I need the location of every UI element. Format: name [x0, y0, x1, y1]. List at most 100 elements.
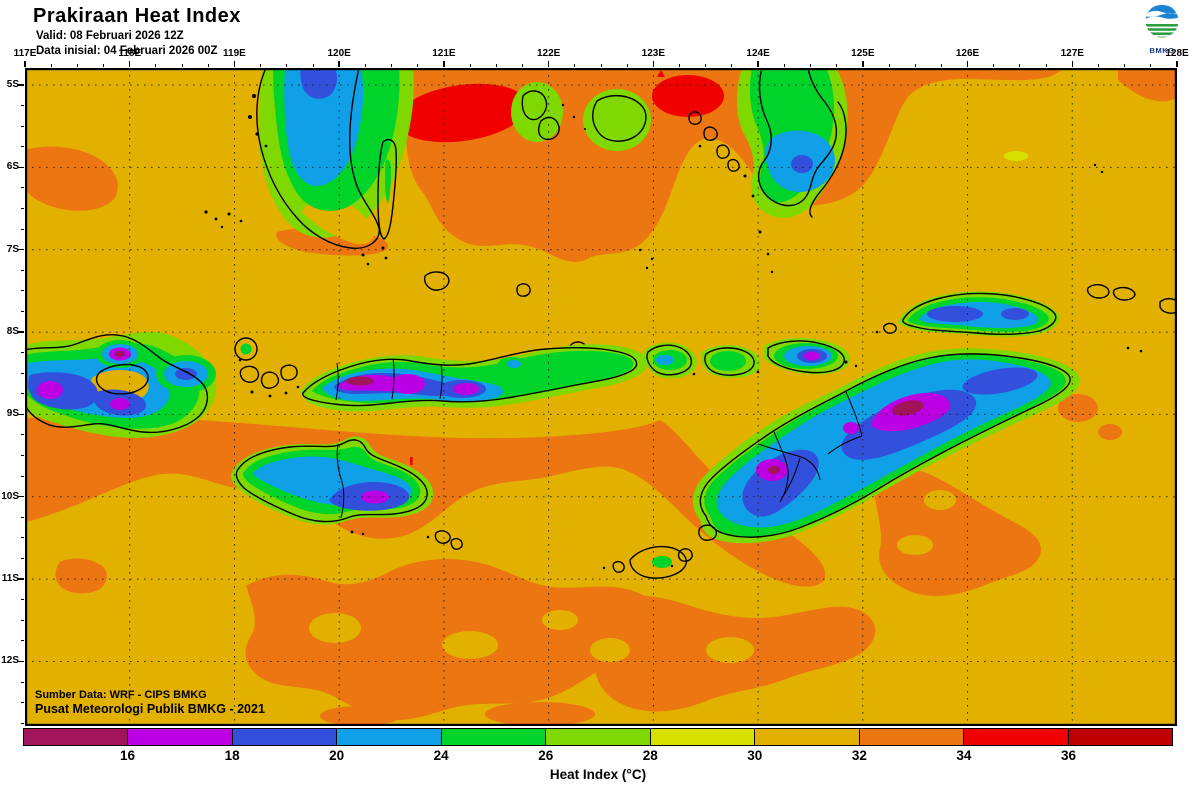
lat-major-tick: [18, 496, 24, 498]
lon-minor-tick: [1045, 64, 1047, 67]
lon-minor-tick: [364, 64, 366, 67]
lon-minor-tick: [1019, 64, 1021, 67]
graticule: [25, 68, 1177, 726]
lat-major-tick: [18, 166, 24, 169]
colorbar-segment: [755, 729, 860, 745]
lat-minor-tick: [21, 702, 24, 704]
lon-major-tick: [338, 61, 340, 67]
lat-major-tick: [18, 84, 24, 86]
lat-minor-tick: [21, 681, 24, 683]
lon-major-tick: [129, 61, 131, 67]
page-title: Prakiraan Heat Index: [33, 5, 241, 27]
lat-tick-label: 6S: [6, 161, 19, 173]
colorbar-segment: [546, 729, 651, 745]
lon-major-tick: [1176, 61, 1178, 67]
cold-region-flores: [300, 344, 648, 412]
colorbar-tick-label: 26: [538, 748, 554, 763]
lon-major-tick: [966, 61, 969, 67]
lon-minor-tick: [1150, 64, 1152, 67]
lon-tick-label: 121E: [432, 48, 456, 59]
colorbar-segment: [337, 729, 442, 745]
lon-tick-label: 127E: [1060, 48, 1084, 59]
lon-minor-tick: [181, 64, 183, 67]
lon-tick-label: 118E: [118, 48, 142, 59]
lon-tick-label: 124E: [746, 48, 770, 59]
lat-tick-label: 12S: [1, 655, 19, 667]
lon-major-tick: [862, 61, 864, 67]
colorbar-segment: [650, 729, 756, 745]
lat-tick-label: 8S: [6, 326, 19, 338]
lat-tick-label: 11S: [1, 573, 19, 585]
lon-minor-tick: [809, 64, 811, 67]
lon-tick-label: 125E: [851, 48, 875, 59]
lon-tick-label: 122E: [536, 48, 561, 59]
lon-tick-label: 119E: [223, 48, 246, 59]
lat-minor-tick: [21, 310, 24, 312]
lat-minor-tick: [21, 722, 24, 724]
lat-major-tick: [18, 331, 24, 333]
heat-index-map-canvas: [25, 68, 1177, 726]
lat-major-tick: [18, 578, 24, 580]
lon-minor-tick: [521, 64, 523, 67]
lat-minor-tick: [21, 228, 24, 230]
lon-tick-label: 117E: [13, 48, 37, 59]
lon-minor-tick: [312, 64, 314, 67]
lat-minor-tick: [21, 208, 24, 210]
map-border: [25, 68, 1177, 726]
colorbar-segment: [859, 729, 965, 745]
colorbar-segment: [1068, 729, 1172, 745]
lon-minor-tick: [731, 64, 733, 67]
lon-minor-tick: [574, 64, 576, 67]
lat-tick-label: 9S: [6, 408, 19, 420]
lat-minor-tick: [21, 434, 24, 436]
lat-minor-tick: [21, 352, 24, 354]
lat-minor-tick: [21, 599, 24, 601]
lon-minor-tick: [888, 64, 890, 67]
lon-minor-tick: [626, 64, 628, 67]
lon-major-tick: [24, 61, 26, 67]
colorbar-segment: [232, 729, 338, 745]
lon-minor-tick: [76, 64, 78, 67]
lon-major-tick: [233, 61, 236, 67]
lon-minor-tick: [705, 64, 707, 67]
colorbar-segment: [964, 729, 1069, 745]
lon-minor-tick: [391, 64, 393, 67]
lon-minor-tick: [1124, 64, 1126, 67]
lon-minor-tick: [286, 64, 288, 67]
lat-minor-tick: [21, 640, 24, 642]
scattered-islets: [204, 103, 1177, 353]
lon-major-tick: [652, 61, 655, 67]
cold-region-wetar: [875, 291, 1060, 337]
cold-region-sulawesi: [248, 68, 414, 266]
lat-minor-tick: [21, 269, 24, 271]
lat-minor-tick: [21, 290, 24, 292]
colorbar-tick-label: 18: [224, 748, 240, 763]
lat-major-tick: [18, 660, 24, 663]
cold-region-sawu-rote: [426, 530, 687, 579]
lon-minor-tick: [207, 64, 209, 67]
lon-minor-tick: [155, 64, 157, 67]
colorbar-segment: [24, 729, 129, 745]
lon-major-tick: [547, 61, 550, 67]
cold-region-west-chain: [25, 332, 589, 438]
lat-minor-tick: [21, 619, 24, 621]
lat-tick-label: 5S: [6, 79, 19, 90]
lon-tick-label: 120E: [327, 48, 351, 59]
lat-minor-tick: [21, 146, 24, 148]
lon-tick-label: 126E: [955, 48, 980, 59]
lat-minor-tick: [21, 475, 24, 477]
bmkg-logo: BMKG: [1134, 2, 1190, 55]
lat-minor-tick: [21, 516, 24, 518]
lon-minor-tick: [914, 64, 916, 67]
lon-minor-tick: [417, 64, 419, 67]
initial-data-datetime: Data inisial: 04 Februari 2026 00Z: [36, 45, 218, 57]
bmkg-logo-icon: [1145, 4, 1179, 38]
cold-region-small-islands: [511, 82, 651, 151]
lon-minor-tick: [495, 64, 497, 67]
lat-minor-tick: [21, 372, 24, 374]
lon-minor-tick: [993, 64, 995, 67]
lat-major-tick: [18, 413, 24, 416]
lon-tick-label: 123E: [641, 48, 666, 59]
lat-minor-tick: [21, 558, 24, 559]
